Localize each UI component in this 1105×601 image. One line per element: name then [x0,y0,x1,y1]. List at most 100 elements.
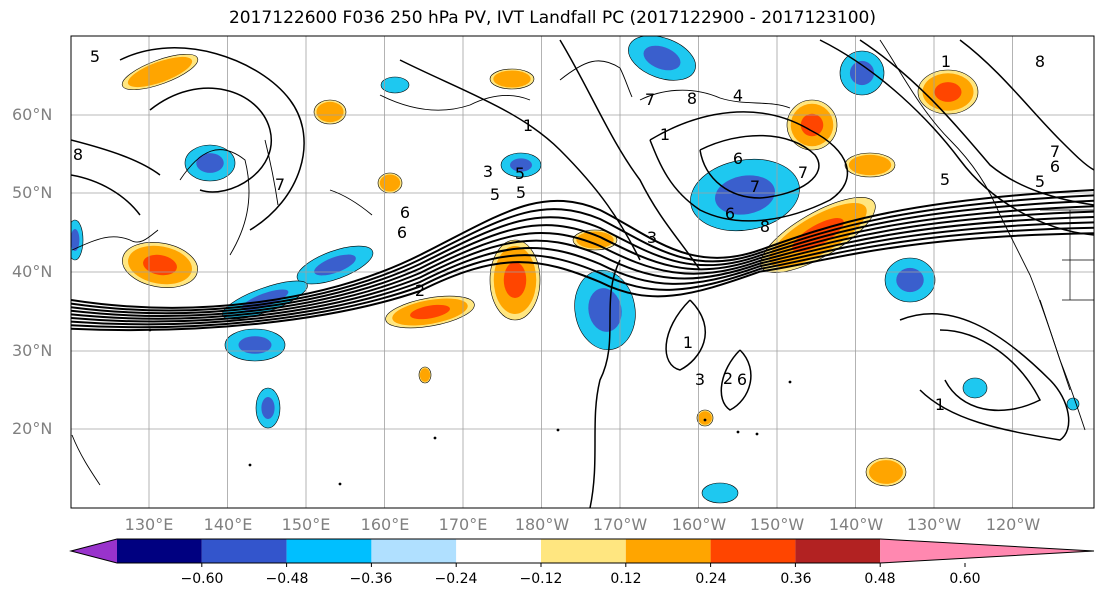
contour-line [819,39,1094,236]
colorbar-segment [371,539,457,563]
lat-label-60n: 60°N [12,105,53,124]
contour-line [699,134,820,199]
contour-label: 7 [275,175,285,194]
contour-line [71,216,1094,323]
pv-anomaly-patch [419,368,431,382]
contour-line [559,39,701,271]
colorbar-tick: −0.12 [519,571,563,587]
colorbar-segment [201,539,287,563]
contour-label: 1 [660,125,670,144]
lon-label-150e: 150°E [281,515,331,534]
pv-anomaly-patch [715,175,775,215]
lon-label-130e: 130°E [124,515,174,534]
pv-anomaly-patch [380,76,410,94]
contour-label: 6 [737,370,747,389]
contour-label: 1 [941,52,951,71]
contour-line [71,194,1094,312]
contour-label: 7 [798,163,808,182]
pv-anomaly-patch [196,153,224,173]
lat-label-40n: 40°N [12,262,53,281]
contour-label: 7 [645,90,655,109]
colorbar-extend-min [71,539,117,563]
pv-anomaly-patch [588,288,622,332]
contour-label: 8 [687,89,697,108]
contour-label: 2 [723,369,733,388]
colorbar-tick: −0.24 [434,571,478,587]
lon-label-130w: 130°W [906,515,962,534]
pv-anomaly-patch [127,56,193,88]
colorbar-segment [286,539,372,563]
coastline [559,60,633,98]
pv-anomaly-patch [1066,397,1080,411]
contour-label: 6 [725,204,735,223]
pv-anomaly-patch [314,254,356,276]
colorbar-segment [625,539,711,563]
contour-label: 6 [400,203,410,222]
contour-label: 3 [483,162,493,181]
contour-label: 2 [415,281,425,300]
contour-line [720,349,752,411]
pv-anomaly-patch [71,229,80,251]
pv-anomaly-patch [143,254,177,276]
contour-line [665,299,707,371]
contour-line [71,139,161,176]
coastline [639,89,791,109]
coastline [71,229,159,251]
contour-line [959,39,1094,171]
pv-anomaly-patch [643,45,681,71]
colorbar-segment [117,539,202,563]
contour-line [71,189,1094,309]
contour-line [71,226,1094,329]
contour-line [71,232,1094,332]
contour-line [399,59,641,261]
lon-label-140w: 140°W [828,515,884,534]
island [755,432,759,436]
contour-line [71,174,141,216]
pv-anomaly-patch [800,113,824,137]
contour-label: 5 [940,170,950,189]
contour-label: 7 [1050,142,1060,161]
contour-label: 8 [1035,52,1045,71]
map-title: 2017122600 F036 250 hPa PV, IVT Landfall… [228,8,876,28]
contour-line [589,259,621,508]
contour-line [149,87,273,193]
pv-anomaly-patch [576,231,614,249]
colorbar-segment [710,539,796,563]
island [556,428,560,432]
contour-label: 4 [733,86,743,105]
contour-label: 3 [695,370,705,389]
lon-label-150w: 150°W [749,515,805,534]
coastline [264,139,279,206]
colorbar-tick: 0.60 [949,571,981,587]
island [788,380,792,384]
lon-label-160e: 160°E [360,515,410,534]
island [736,430,740,434]
contour-line [119,47,305,231]
coastline [329,189,373,216]
colorbar-tick: 0.12 [610,571,642,587]
colorbar-tick: −0.36 [349,571,393,587]
colorbar-tick: 0.48 [864,571,896,587]
pv-anomaly-patch [410,304,450,320]
colorbar-segment [795,539,881,563]
island [703,418,707,422]
pv-anomaly-patch [701,482,739,504]
contour-line [71,210,1094,320]
contour-label: 5 [515,164,525,183]
pv-anomaly-patch [962,377,988,399]
island [338,482,342,486]
contour-label: 5 [516,183,526,202]
colorbar-segment [541,539,626,563]
pv-anomaly-patch [869,460,903,484]
pv-anomaly-patch [261,397,275,419]
contour-label: 8 [760,217,770,236]
pv-anomaly-patch [848,154,892,176]
pv-anomaly-patch [493,70,531,88]
lat-label-30n: 30°N [12,341,53,360]
contour-label: 5 [490,185,500,204]
contour-line [649,111,849,222]
lon-label-180w: 180°W [514,515,570,534]
contour-line [71,221,1094,326]
colorbar-tick: 0.24 [695,571,727,587]
